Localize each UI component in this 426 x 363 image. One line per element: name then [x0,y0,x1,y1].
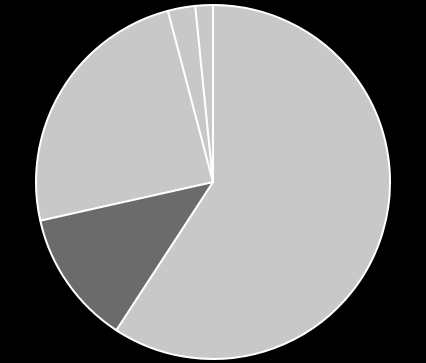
pie-slice [39,181,214,332]
pie-slice [194,4,214,183]
pie-slice [35,9,214,222]
pie-slice [115,4,391,360]
